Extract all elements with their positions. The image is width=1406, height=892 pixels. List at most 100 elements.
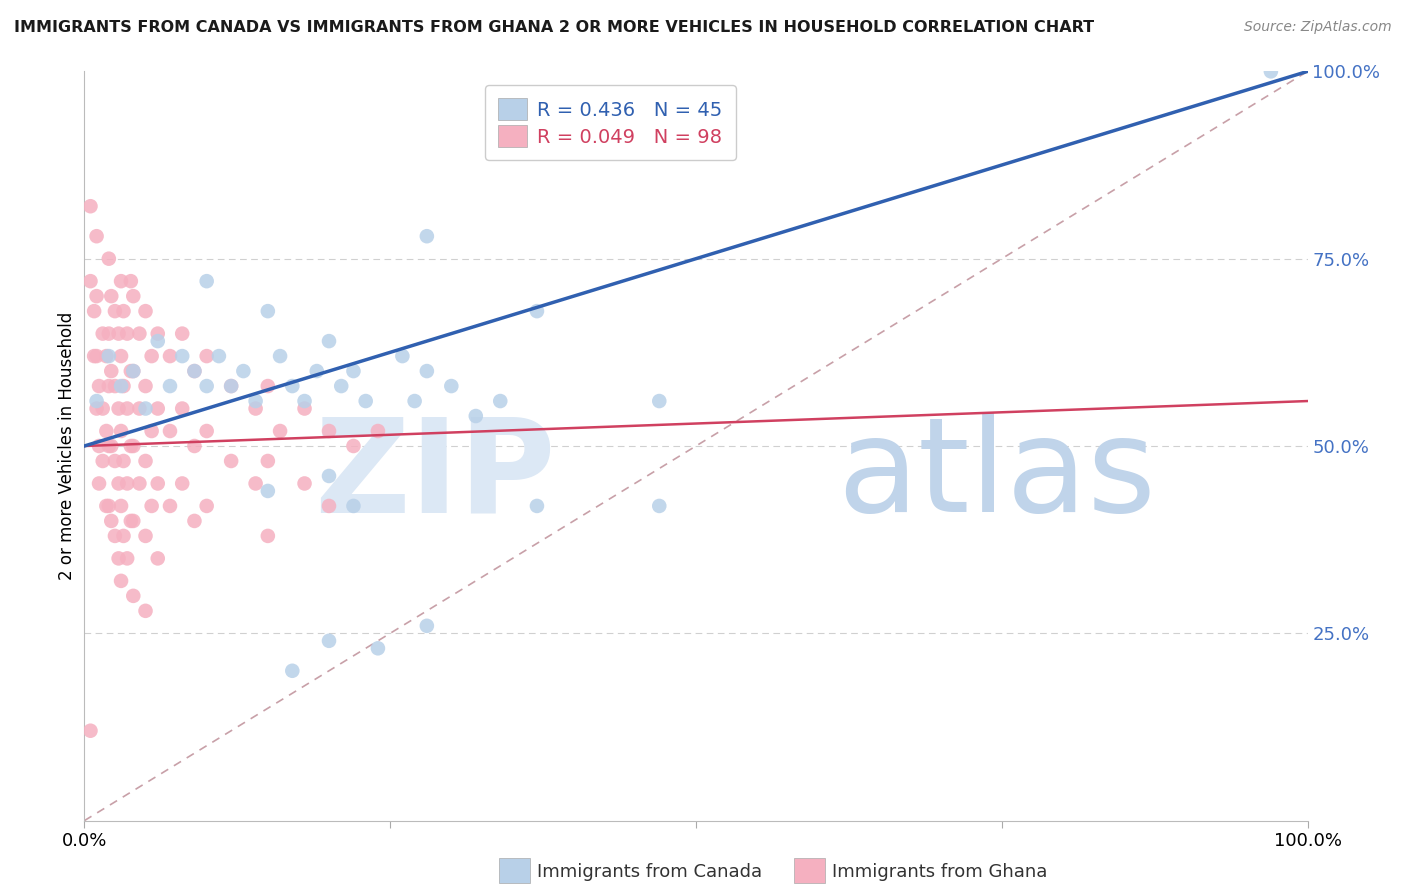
Point	[342, 364, 364, 378]
Point	[526, 499, 548, 513]
Point	[318, 633, 340, 648]
Point	[107, 401, 129, 416]
Point	[146, 401, 169, 416]
Point	[318, 469, 340, 483]
Point	[122, 589, 145, 603]
Point	[104, 379, 127, 393]
Point	[195, 424, 218, 438]
Point	[195, 274, 218, 288]
Point	[96, 424, 118, 438]
Point	[318, 334, 340, 348]
Point	[135, 604, 157, 618]
Point	[122, 364, 145, 378]
Point	[648, 499, 671, 513]
Point	[367, 424, 389, 438]
Point	[97, 252, 120, 266]
Point	[120, 274, 142, 288]
Point	[122, 514, 145, 528]
Point	[342, 439, 364, 453]
Point	[86, 229, 108, 244]
Point	[318, 424, 340, 438]
Point	[269, 424, 291, 438]
Point	[208, 349, 231, 363]
Point	[87, 379, 110, 393]
Point	[135, 529, 157, 543]
Point	[195, 349, 218, 363]
Point	[146, 476, 169, 491]
Point	[110, 349, 132, 363]
Point	[232, 364, 254, 378]
Point	[195, 499, 218, 513]
Text: ZIP: ZIP	[314, 412, 555, 540]
Point	[115, 401, 138, 416]
Point	[269, 349, 291, 363]
Point	[305, 364, 328, 378]
Point	[1260, 64, 1282, 78]
Point	[120, 364, 142, 378]
Point	[146, 326, 169, 341]
Point	[354, 394, 377, 409]
Point	[100, 514, 122, 528]
Point	[97, 349, 120, 363]
Point	[122, 364, 145, 378]
Point	[183, 439, 205, 453]
Point	[330, 379, 353, 393]
Point	[110, 499, 132, 513]
Point	[97, 439, 120, 453]
Text: Immigrants from Canada: Immigrants from Canada	[537, 863, 762, 881]
Point	[107, 326, 129, 341]
Point	[159, 379, 181, 393]
Point	[91, 401, 114, 416]
Point	[416, 619, 439, 633]
Point	[489, 394, 512, 409]
Point	[135, 379, 157, 393]
Point	[97, 379, 120, 393]
Point	[172, 476, 194, 491]
Point	[112, 379, 135, 393]
Point	[195, 379, 218, 393]
Point	[245, 401, 267, 416]
Point	[245, 476, 267, 491]
Point	[107, 551, 129, 566]
Point	[294, 394, 316, 409]
Point	[141, 424, 163, 438]
Point	[86, 394, 108, 409]
Point	[219, 379, 242, 393]
Point	[219, 454, 242, 468]
Point	[219, 379, 242, 393]
Point	[440, 379, 463, 393]
Text: Source: ZipAtlas.com: Source: ZipAtlas.com	[1244, 20, 1392, 34]
Point	[122, 289, 145, 303]
Point	[79, 723, 101, 738]
Point	[135, 304, 157, 318]
Point	[112, 529, 135, 543]
Point	[172, 326, 194, 341]
Point	[464, 409, 486, 423]
Point	[104, 454, 127, 468]
Point	[281, 379, 304, 393]
Point	[128, 476, 150, 491]
Point	[128, 326, 150, 341]
Legend: R = 0.436   N = 45, R = 0.049   N = 98: R = 0.436 N = 45, R = 0.049 N = 98	[485, 85, 735, 161]
Point	[104, 304, 127, 318]
Point	[648, 394, 671, 409]
Y-axis label: 2 or more Vehicles in Household: 2 or more Vehicles in Household	[58, 312, 76, 580]
Point	[115, 326, 138, 341]
Point	[122, 439, 145, 453]
Point	[97, 326, 120, 341]
Point	[416, 229, 439, 244]
Point	[172, 349, 194, 363]
Point	[112, 304, 135, 318]
Point	[135, 454, 157, 468]
Point	[294, 401, 316, 416]
Point	[281, 664, 304, 678]
Point	[257, 454, 280, 468]
Point	[91, 326, 114, 341]
Point	[526, 304, 548, 318]
Point	[318, 499, 340, 513]
Point	[172, 401, 194, 416]
Point	[100, 289, 122, 303]
Point	[141, 349, 163, 363]
Point	[104, 529, 127, 543]
Point	[342, 499, 364, 513]
